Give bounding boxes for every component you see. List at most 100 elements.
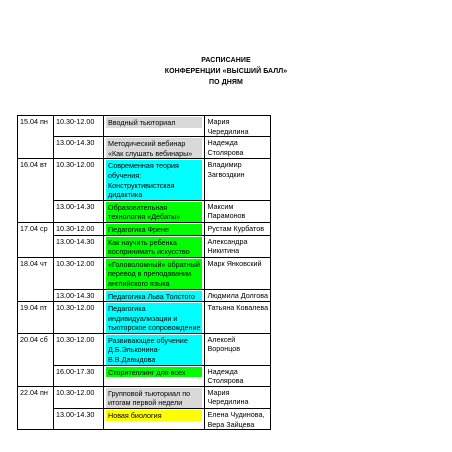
topic-highlight: Развивающее обучение Д.Б.Эльконина- В.В.Да… [106, 334, 203, 365]
time-cell: 10.30-12.00 [53, 221, 104, 236]
day-cell: 16.04 вт [17, 158, 54, 223]
title-line: РАСПИСАНИЕ [201, 55, 251, 64]
speaker-cell: Мария Чередилина [204, 385, 272, 410]
speaker-line: Татьяна Ковалева [207, 303, 269, 313]
speaker-line: Столярова [207, 147, 244, 157]
table-row: 16.04 вт 10.30-12.00 Современная теория обу… [17, 158, 272, 223]
speaker-line: Столярова [207, 376, 244, 386]
topic-cell: Как научить ребенка воспринимать искусств… [102, 234, 206, 258]
topic-highlight: Педагогика Льва Толстого [106, 290, 203, 301]
time-cell: 10.30-12.00 [53, 114, 104, 138]
speaker-cell: Надежда Столярова [204, 364, 272, 387]
topic-line: Как научить ребенка [108, 237, 177, 247]
speaker-line: Загвоздкин [207, 169, 245, 179]
speaker-cell: Владимир Загвоздкин [204, 158, 272, 201]
topic-line: обучения: [108, 170, 142, 180]
topic-highlight: Новая биология [106, 410, 203, 421]
speaker-cell: Надежда Столярова [204, 136, 272, 160]
topic-cell: «Головоломный» обратный перевод в препода… [102, 256, 206, 290]
topic-line: Современная теория [108, 161, 179, 171]
topic-cell: Педагогика Френе [102, 221, 206, 236]
document-title: РАСПИСАНИЕ КОНФЕРЕНЦИИ «ВЫСШИЙ БАЛЛ» ПО … [0, 54, 452, 87]
table-row: 22.04 пн 10.30-12.00 Групповой тьюториал п… [17, 385, 272, 431]
topic-highlight: «Головоломный» обратный перевод в препода… [106, 258, 203, 289]
speaker-cell: Татьяна Ковалева [204, 301, 272, 334]
speaker-line: Рустам Курбатов [207, 223, 265, 233]
topic-line: Вводный тьюториал [108, 118, 176, 127]
time-cell: 10.30-12.00 [53, 385, 104, 410]
speaker-cell: Марк Янковский [204, 256, 272, 290]
topic-line: Д.Б.Эльконина- [108, 345, 161, 355]
time-cell: 10.30-12.00 [53, 158, 104, 201]
time-cell: 16.00-17.30 [53, 364, 104, 387]
time-cell: 13.00-14.30 [53, 234, 104, 258]
topic-line: В.В.Давыдова [108, 355, 156, 365]
speaker-cell: Мария Чередилина [204, 114, 272, 138]
speaker-line: Чередилина [207, 126, 249, 136]
topic-cell: Современная теория обучения: Конструктивис… [102, 158, 206, 201]
topic-line: индивидуализации и [108, 313, 178, 323]
topic-highlight: Как научить ребенка воспринимать искусств… [106, 236, 203, 257]
day-cell: 22.04 пн [17, 385, 54, 431]
topic-line: технология «Дебаты» [108, 212, 181, 222]
topic-line: Конструктивистская [108, 180, 175, 190]
speaker-line: Мария [207, 387, 230, 397]
topic-highlight: Педагогика индивидуализации и тьюторское с… [106, 303, 203, 333]
topic-cell: Образовательная технология «Дебаты» [102, 199, 206, 223]
speaker-line: Алексей [207, 334, 236, 344]
speaker-cell: Алексей Воронцов [204, 332, 272, 366]
time-cell: 10.30-12.00 [53, 301, 104, 334]
speaker-line: Надежда [207, 138, 238, 148]
topic-cell: Развивающее обучение Д.Б.Эльконина- В.В.Да… [102, 332, 206, 366]
topic-highlight: Сторителлинг для всех [106, 366, 203, 378]
speaker-line: Елена Чудинова, [207, 410, 265, 420]
table-row: 20.04 сб 10.30-12.00 Развивающее обучение Д… [17, 332, 272, 387]
table-row: 17.04 ср 10.30-12.00 Педагогика Френе Руста… [17, 221, 272, 258]
schedule-body: 15.04 пн 10.30-12.00 Вводный тьюториал Мари… [17, 114, 272, 431]
topic-line: тьюторское сопровождение [108, 323, 201, 333]
speaker-cell: Людмила Долгова [204, 288, 272, 303]
topic-line: Методический вебинар [108, 139, 186, 149]
time-cell: 10.30-12.00 [53, 256, 104, 290]
speaker-line: Чередилина [207, 397, 249, 407]
topic-line: Педагогика Френе [108, 224, 170, 234]
day-cell: 18.04 чт [17, 256, 54, 303]
table-row: 13.00-14.30 Педагогика Льва Толстого Людми… [18, 288, 272, 303]
topic-highlight: Образовательная технология «Дебаты» [106, 201, 203, 222]
topic-line: «Как слушать вебинары» [108, 148, 193, 158]
speaker-line: Александра [207, 236, 248, 246]
time-cell: 13.00-14.30 [53, 288, 104, 303]
speaker-line: Вера Зайцева [207, 419, 255, 429]
topic-line: воспринимать искусство [108, 247, 190, 257]
speaker-line: Мария [207, 117, 230, 126]
topic-cell: Групповой тьюториал по итогам первой неде… [102, 385, 206, 410]
speaker-line: Людмила Долгова [207, 290, 268, 300]
time-cell: 10.30-12.00 [53, 332, 104, 366]
day-cell: 17.04 ср [17, 221, 54, 258]
topic-cell: Сторителлинг для всех [102, 364, 206, 387]
topic-line: Новая биология [108, 411, 162, 421]
topic-line: «Головоломный» обратный [108, 259, 200, 269]
day-cell: 20.04 сб [17, 332, 54, 387]
topic-highlight: Групповой тьюториал по итогам первой неде… [106, 387, 203, 408]
topic-line: итогам первой недели [108, 398, 183, 408]
time-cell: 13.00-14.30 [53, 136, 104, 160]
speaker-line: Владимир [207, 160, 242, 170]
speaker-line: Марк Янковский [207, 258, 262, 268]
table-row: 13.00-14.30 Образовательная технология «Де… [18, 199, 272, 223]
topic-line: Образовательная [108, 202, 168, 212]
table-row: 19.04 пт 10.30-12.00 Педагогика индивидуали… [17, 301, 272, 334]
topic-line: Педагогика [108, 304, 146, 314]
time-cell: 13.00-14.30 [53, 408, 104, 431]
topic-highlight: Методический вебинар «Как слушать вебинар… [106, 138, 203, 158]
topic-highlight: Педагогика Френе [106, 223, 203, 235]
time-cell: 13.00-14.30 [53, 199, 104, 223]
topic-line: Педагогика Льва Толстого [108, 291, 195, 301]
topic-line: перевод в преподавании [108, 269, 192, 279]
topic-cell: Вводный тьюториал [102, 114, 206, 138]
speaker-line: Надежда [207, 366, 238, 376]
speaker-line: Воронцов [207, 344, 241, 354]
table-row: 13.00-14.30 Как научить ребенка воспринима… [18, 234, 272, 258]
topic-line: Развивающее обучение [108, 335, 188, 345]
title-line: ПО ДНЯМ [209, 77, 243, 86]
